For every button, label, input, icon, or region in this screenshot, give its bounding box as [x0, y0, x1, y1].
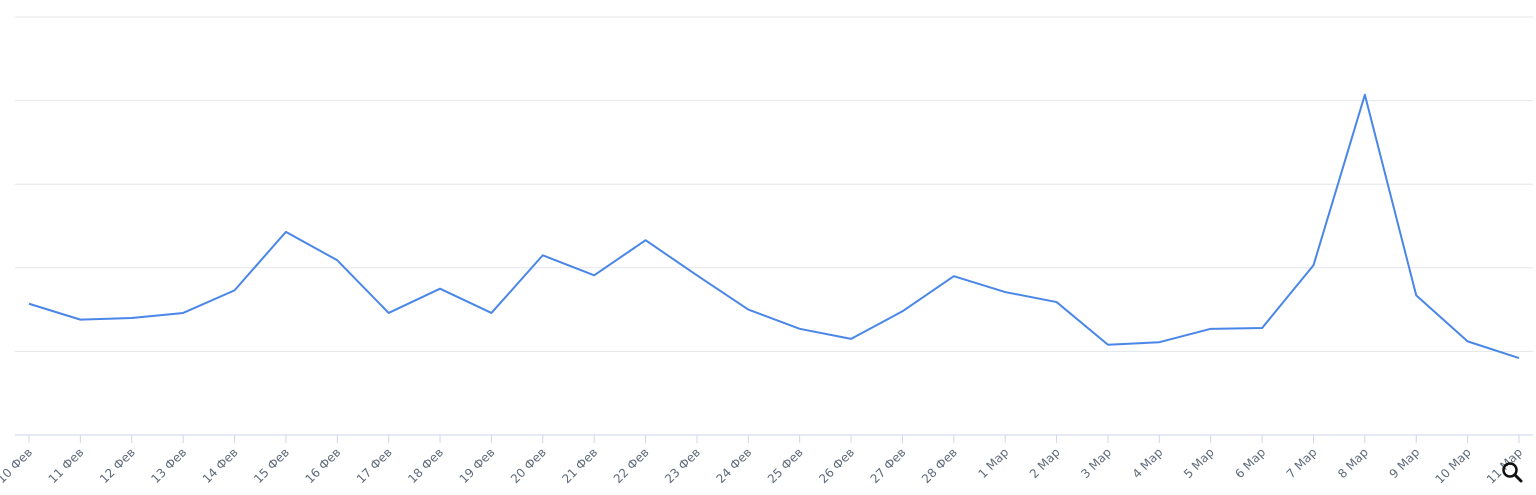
x-tick-label: 17 Фев — [354, 445, 395, 486]
x-tick-label: 2 Мар — [1027, 445, 1063, 481]
x-tick-label: 10 Фев — [0, 445, 35, 486]
x-tick-label: 9 Мар — [1386, 445, 1422, 481]
x-tick-label: 16 Фев — [302, 445, 343, 486]
x-tick-label: 27 Фев — [868, 445, 909, 486]
x-tick-label: 26 Фев — [816, 445, 857, 486]
x-tick-label: 23 Фев — [662, 445, 703, 486]
x-tick-label: 28 Фев — [919, 445, 960, 486]
x-tick-label: 12 Фев — [97, 445, 138, 486]
x-tick-label: 19 Фев — [457, 445, 498, 486]
x-tick-label: 18 Фев — [405, 445, 446, 486]
x-tick-label: 14 Фев — [200, 445, 241, 486]
x-tick-label: 22 Фев — [611, 445, 652, 486]
x-tick-label: 5 Мар — [1181, 445, 1217, 481]
x-tick-label: 24 Фев — [714, 445, 755, 486]
x-tick-label: 1 Мар — [975, 445, 1011, 481]
x-tick-label: 11 Фев — [46, 445, 87, 486]
x-tick-label: 3 Мар — [1078, 445, 1114, 481]
x-tick-label: 25 Фев — [765, 445, 806, 486]
data-line — [28, 93, 1520, 360]
x-tick-label: 8 Мар — [1335, 445, 1371, 481]
x-tick-label: 13 Фев — [148, 445, 189, 486]
x-tick-label: 10 Мар — [1432, 445, 1473, 486]
x-tick-label: 20 Фев — [508, 445, 549, 486]
zoom-icon[interactable] — [1502, 462, 1523, 483]
x-tick-label: 6 Мар — [1232, 445, 1268, 481]
x-tick-label: 21 Фев — [559, 445, 600, 486]
x-tick-label: 7 Мар — [1284, 445, 1320, 481]
x-tick-label: 4 Мар — [1130, 445, 1166, 481]
x-tick-label: 15 Фев — [251, 445, 292, 486]
